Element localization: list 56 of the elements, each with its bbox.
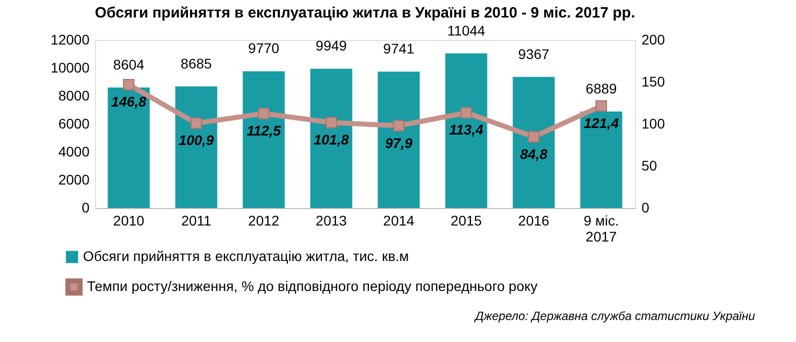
data-label: 113,4: [449, 122, 484, 138]
y2-tick-label: 200: [642, 32, 666, 48]
data-label: 97,9: [385, 134, 413, 151]
y-tick-label: 6000: [58, 116, 90, 132]
y-tick-label: 2000: [58, 172, 90, 188]
y-tick-label: 0: [82, 200, 90, 216]
data-label: 9770: [248, 40, 280, 56]
data-label: 100,9: [178, 132, 214, 148]
data-label: 9949: [316, 38, 348, 54]
x-tick-label: 9 міс. 2017: [584, 212, 619, 244]
legend-label: Обсяги прийняття в експлуатацію житла, тис. кв.м: [83, 248, 409, 264]
data-label: 8604: [113, 56, 145, 73]
data-label: 6889: [586, 80, 618, 97]
bar: [445, 53, 488, 208]
data-label: 112,5: [246, 122, 281, 138]
y2-tick-label: 100: [642, 116, 666, 132]
y-tick-label: 8000: [58, 88, 90, 104]
text: Джерело: Державна служба статистики України: [473, 309, 756, 323]
x-tick-label: 2014: [383, 212, 415, 228]
x-tick-label: 2013: [316, 212, 348, 228]
data-label: 11044: [447, 22, 486, 38]
legend-label: Темпи росту/зниження, % до відповідного періоду попереднього року: [87, 278, 538, 294]
data-label: 9741: [383, 40, 415, 57]
bar: [175, 86, 218, 208]
point: [123, 78, 134, 90]
data-label: 121,4: [584, 115, 619, 132]
y-tick-label: 12000: [50, 32, 90, 48]
point: [190, 118, 202, 129]
x-tick-label: 2015: [450, 212, 482, 228]
y2-tick-label: 0: [642, 200, 650, 216]
point: [596, 100, 607, 112]
x-tick-label: 2010: [113, 212, 145, 228]
bar: [580, 112, 622, 208]
bar: [108, 88, 150, 208]
point: [326, 116, 337, 128]
x-tick-label: 2016: [518, 212, 550, 228]
data-label: 146,8: [111, 94, 146, 110]
data-label: 101,8: [314, 131, 349, 148]
data-label: 9367: [518, 46, 550, 62]
y-tick-label: 4000: [58, 144, 90, 160]
x-tick-label: 2011: [181, 212, 212, 228]
x-tick-label: 2012: [248, 212, 280, 228]
point: [258, 108, 270, 120]
data-label: 84,8: [520, 146, 548, 162]
point: [393, 120, 404, 132]
y2-tick-label: 150: [642, 74, 666, 90]
y2-tick-label: 50: [642, 158, 658, 174]
chart-title: Обсяги прийняття в експлуатацію житла в Україні в 2010 - 9 міс. 2017 рр.: [94, 4, 636, 22]
data-label: 8685: [180, 55, 212, 72]
point: [528, 131, 540, 143]
bar: [512, 76, 555, 208]
bar: [378, 72, 420, 208]
bar: [242, 71, 285, 208]
y-tick-label: 10000: [50, 60, 90, 76]
point: [460, 107, 472, 118]
bar: [310, 68, 352, 208]
